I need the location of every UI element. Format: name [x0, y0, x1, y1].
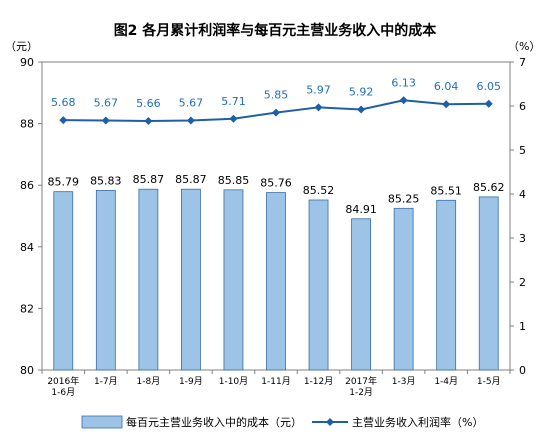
profit-rate-label: 5.68 [51, 96, 76, 109]
x-tick-label: 2016年 [47, 375, 79, 387]
right-tick-label: 6 [519, 100, 526, 113]
profit-rate-label: 5.71 [221, 95, 246, 108]
cost-bar-label: 84.91 [345, 203, 377, 216]
left-axis-unit: （元） [5, 40, 38, 53]
cost-bar [308, 199, 329, 371]
line-series: 5.68 5.67 5.66 5.67 5.71 5.85 5.97 5.92 6.13 6.04… [51, 76, 501, 125]
profit-rate-label: 6.04 [434, 80, 459, 93]
cost-bar [223, 189, 244, 371]
right-tick-label: 0 [519, 364, 526, 377]
profit-rate-point [272, 108, 280, 117]
profit-rate-point [399, 96, 408, 105]
cost-bar-label: 85.62 [473, 181, 505, 194]
profit-rate-label: 5.92 [349, 86, 374, 99]
left-axis: 80 82 84 86 88 90 [20, 56, 42, 377]
cost-bar-label: 85.87 [133, 173, 165, 186]
legend-line-marker [326, 418, 334, 426]
right-tick-label: 7 [519, 56, 526, 69]
bar-series: 85.79 85.83 85.87 85.87 85.85 85.76 85.52 84.91… [48, 173, 505, 371]
cost-bar [351, 218, 371, 371]
profit-rate-point [229, 114, 238, 123]
cost-bar-label: 85.25 [388, 192, 420, 205]
legend: 每百元主营业务收入中的成本（元） 主营业务收入利润率（%） [81, 415, 483, 429]
cost-bar-label: 85.83 [90, 174, 122, 187]
chart-title: 图2 各月累计利润率与每百元主营业务收入中的成本 [114, 22, 438, 39]
legend-bar-label: 每百元主营业务收入中的成本（元） [126, 415, 302, 429]
profit-rate-point [484, 99, 493, 108]
x-tick-label: 1-3月 [392, 376, 416, 387]
cost-bar-label: 85.85 [218, 174, 250, 187]
profit-rate-point [442, 100, 451, 109]
x-tick-label: 1-8月 [137, 376, 161, 387]
cost-bar [266, 192, 286, 371]
cost-bar-label: 85.51 [430, 184, 462, 197]
x-tick-label: 2017年 [345, 375, 377, 387]
profit-rate-point [314, 103, 323, 112]
right-tick-label: 2 [519, 276, 526, 289]
right-tick-label: 1 [519, 320, 526, 333]
left-tick-label: 88 [20, 118, 34, 131]
profit-rate-label: 5.67 [94, 97, 119, 110]
profit-rate-point [357, 105, 366, 114]
profit-rate-label: 5.97 [306, 83, 331, 96]
cost-bar [181, 188, 201, 371]
left-tick-label: 82 [20, 302, 34, 315]
profit-rate-label: 6.13 [391, 76, 416, 89]
right-tick-label: 5 [519, 144, 526, 157]
cost-bar-label: 85.87 [175, 173, 207, 186]
x-tick-label: 1-12月 [304, 376, 333, 387]
x-tick-label: 1-4月 [434, 376, 458, 387]
x-tick-label: 1-2月 [349, 387, 373, 398]
cost-bar-label: 85.52 [303, 184, 335, 197]
cost-bar [95, 190, 116, 371]
profit-rate-label: 5.85 [264, 89, 289, 102]
cost-bar [53, 191, 74, 371]
left-tick-label: 90 [20, 56, 34, 69]
left-tick-label: 84 [20, 241, 34, 254]
x-tick-label: 1-6月 [51, 387, 75, 398]
profit-rate-point [101, 116, 110, 125]
profit-rate-point [144, 116, 153, 125]
cost-bar [478, 196, 499, 371]
profit-rate-point [59, 116, 68, 125]
right-tick-label: 3 [519, 232, 526, 245]
legend-line-label: 主营业务收入利润率（%） [352, 415, 483, 429]
cost-bar [393, 207, 414, 371]
x-tick-label: 1-7月 [94, 376, 118, 387]
x-tick-label: 1-10月 [219, 376, 248, 387]
cost-bar-label: 85.79 [48, 176, 80, 189]
right-axis: 0 1 2 3 4 5 6 7 [510, 56, 526, 377]
x-tick-label: 1-11月 [261, 376, 290, 387]
x-tick-label: 1-5月 [477, 376, 501, 387]
cost-bar [436, 199, 457, 371]
right-axis-unit: （%） [508, 40, 540, 53]
x-tick-label: 1-9月 [179, 376, 203, 387]
cost-bar [138, 188, 159, 371]
profit-rate-label: 5.67 [179, 97, 204, 110]
legend-bar-swatch [81, 415, 123, 429]
cost-bar-label: 85.76 [260, 177, 292, 190]
profit-rate-point [186, 116, 195, 125]
profit-rate-label: 5.66 [136, 97, 161, 110]
left-tick-label: 80 [20, 364, 34, 377]
profit-rate-label: 6.05 [476, 80, 501, 93]
left-tick-label: 86 [20, 179, 34, 192]
right-tick-label: 4 [519, 188, 526, 201]
